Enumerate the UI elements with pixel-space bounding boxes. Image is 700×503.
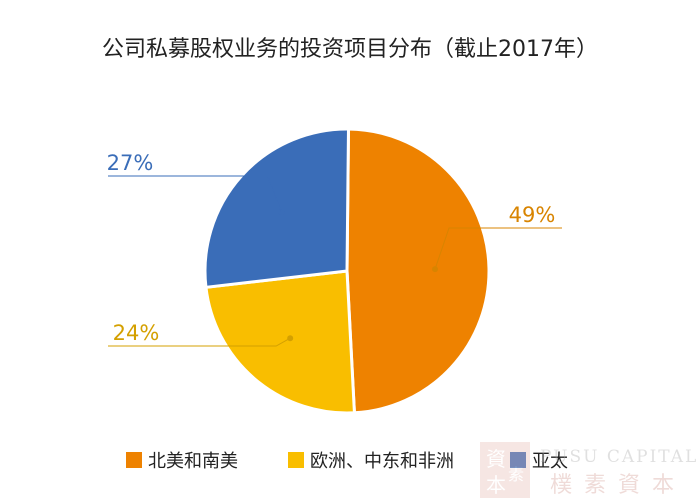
legend: 北美和南美 欧洲、中东和非洲 亚太 <box>126 451 568 472</box>
legend-swatch-apac <box>510 452 526 468</box>
legend-label-americas: 北美和南美 <box>148 451 238 472</box>
legend-item-emea: 欧洲、中东和非洲 <box>288 451 454 472</box>
leader-line-emea <box>108 337 291 347</box>
data-label-emea: 24% <box>113 321 160 345</box>
seal-stamp <box>480 442 530 498</box>
data-label-americas: 49% <box>509 203 556 227</box>
leader-line-apac <box>108 175 283 213</box>
legend-item-apac: 亚太 <box>510 451 568 472</box>
watermark-english: PUSU CAPITAL <box>540 447 698 467</box>
legend-swatch-americas <box>126 452 142 468</box>
legend-label-emea: 欧洲、中东和非洲 <box>310 451 454 472</box>
pusu-capital-watermark: 資 本 素 PUSU CAPITAL 樸素資本 <box>480 442 698 498</box>
seal-char-3: 素 <box>508 465 524 484</box>
pie-labels: 49% 24% 27% <box>107 151 562 347</box>
pie-slice-americas <box>345 127 491 415</box>
chart-title: 公司私募股权业务的投资项目分布（截止2017年） <box>102 37 598 62</box>
data-label-apac: 27% <box>107 151 154 175</box>
legend-label-apac: 亚太 <box>532 451 568 472</box>
seal-char-2: 本 <box>486 473 506 497</box>
seal-char-1: 資 <box>486 447 506 471</box>
pie-slice-apac <box>203 127 351 289</box>
watermark-chinese: 樸素資本 <box>550 473 686 498</box>
pie-slice-emea <box>204 269 357 415</box>
pie-slices <box>203 127 491 415</box>
leader-line-americas <box>434 227 562 270</box>
legend-item-americas: 北美和南美 <box>126 451 238 472</box>
legend-swatch-emea <box>288 452 304 468</box>
